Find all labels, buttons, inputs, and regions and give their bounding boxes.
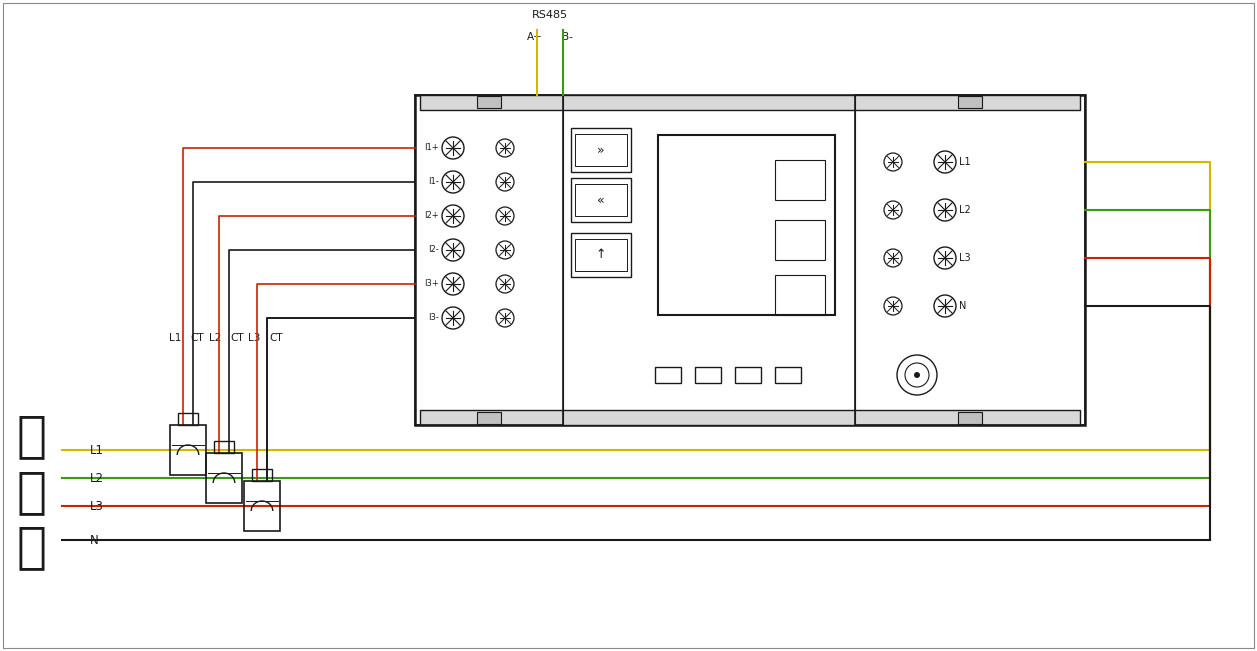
Text: L3: L3 bbox=[91, 499, 104, 512]
Text: N: N bbox=[959, 301, 967, 311]
Polygon shape bbox=[476, 412, 502, 424]
Circle shape bbox=[934, 151, 957, 173]
Text: L2: L2 bbox=[959, 205, 970, 215]
Text: I2-: I2- bbox=[429, 245, 439, 255]
Polygon shape bbox=[420, 95, 1080, 110]
Text: L3: L3 bbox=[959, 253, 970, 263]
Text: L2: L2 bbox=[91, 471, 104, 484]
Circle shape bbox=[497, 241, 514, 259]
Circle shape bbox=[934, 247, 957, 269]
Circle shape bbox=[934, 295, 957, 317]
Text: N: N bbox=[91, 534, 99, 546]
Text: I1+: I1+ bbox=[425, 143, 439, 152]
Text: »: » bbox=[597, 143, 605, 156]
Circle shape bbox=[914, 372, 920, 378]
Text: L1: L1 bbox=[91, 443, 104, 456]
Circle shape bbox=[497, 309, 514, 327]
Polygon shape bbox=[958, 412, 982, 424]
Text: L3: L3 bbox=[248, 333, 260, 343]
Text: CT: CT bbox=[190, 333, 204, 343]
Circle shape bbox=[884, 249, 903, 267]
Text: L1: L1 bbox=[168, 333, 181, 343]
Text: I1-: I1- bbox=[429, 178, 439, 186]
Circle shape bbox=[884, 297, 903, 315]
Circle shape bbox=[497, 139, 514, 157]
Text: 到
负
载: 到 负 载 bbox=[18, 412, 47, 572]
Circle shape bbox=[442, 205, 464, 227]
Circle shape bbox=[497, 207, 514, 225]
Text: ↑: ↑ bbox=[596, 249, 606, 262]
Text: A+: A+ bbox=[527, 32, 543, 42]
Text: L2: L2 bbox=[209, 333, 221, 343]
Text: L1: L1 bbox=[959, 157, 970, 167]
Text: I2+: I2+ bbox=[425, 212, 439, 221]
Circle shape bbox=[897, 355, 936, 395]
Polygon shape bbox=[476, 96, 502, 108]
Text: CT: CT bbox=[230, 333, 244, 343]
Text: B-: B- bbox=[562, 32, 572, 42]
Circle shape bbox=[442, 171, 464, 193]
Circle shape bbox=[884, 153, 903, 171]
Circle shape bbox=[442, 273, 464, 295]
Text: RS485: RS485 bbox=[532, 10, 568, 20]
Polygon shape bbox=[958, 96, 982, 108]
Polygon shape bbox=[420, 410, 1080, 425]
Circle shape bbox=[442, 239, 464, 261]
Circle shape bbox=[934, 199, 957, 221]
Circle shape bbox=[497, 173, 514, 191]
Text: CT: CT bbox=[269, 333, 283, 343]
Circle shape bbox=[497, 275, 514, 293]
Text: I3-: I3- bbox=[429, 314, 439, 322]
Text: I3+: I3+ bbox=[425, 279, 439, 288]
Text: «: « bbox=[597, 193, 605, 206]
Circle shape bbox=[442, 137, 464, 159]
Circle shape bbox=[442, 307, 464, 329]
Circle shape bbox=[884, 201, 903, 219]
